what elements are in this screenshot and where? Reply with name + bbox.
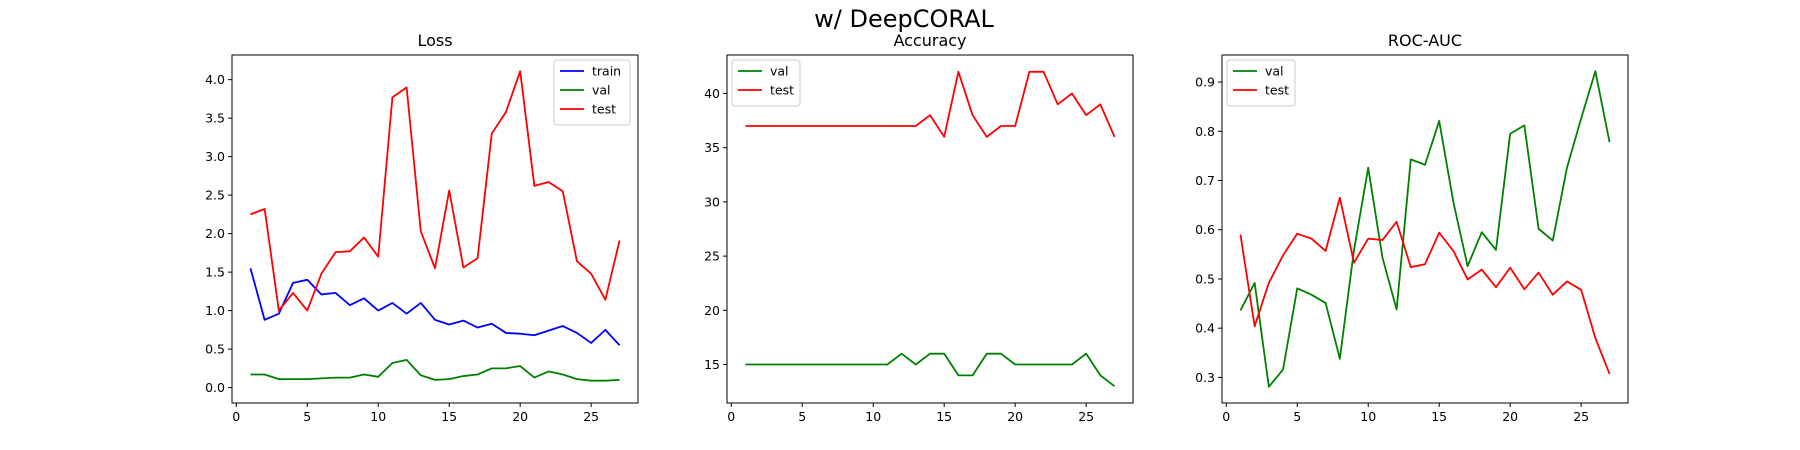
y-tick-label: 0.7 bbox=[1195, 173, 1215, 188]
legend-label-train: train bbox=[592, 64, 621, 79]
x-tick-label: 5 bbox=[303, 409, 311, 424]
series-line-test bbox=[1239, 196, 1611, 375]
series-line-val bbox=[745, 352, 1116, 387]
y-tick-label: 4.0 bbox=[205, 72, 225, 87]
x-tick-label: 25 bbox=[1573, 409, 1589, 424]
legend: train val test bbox=[553, 59, 631, 126]
x-tick-label: 25 bbox=[1078, 409, 1094, 424]
legend-label-test: test bbox=[1265, 83, 1289, 98]
series-line-test bbox=[250, 70, 621, 312]
x-tick-label: 25 bbox=[583, 409, 599, 424]
legend: val test bbox=[731, 59, 801, 107]
chart-title: ROC-AUC bbox=[1388, 31, 1462, 50]
y-tick-label: 1.5 bbox=[205, 265, 225, 280]
y-tick-label: 2.0 bbox=[205, 226, 225, 241]
x-tick-label: 15 bbox=[441, 409, 457, 424]
x-tick-label: 20 bbox=[512, 409, 528, 424]
y-tick-label: 20 bbox=[704, 303, 720, 318]
y-tick-label: 35 bbox=[704, 140, 720, 155]
y-tick-label: 30 bbox=[704, 194, 720, 209]
legend-label-val: val bbox=[770, 64, 789, 79]
legend-label-val: val bbox=[592, 83, 611, 98]
x-tick-label: 0 bbox=[727, 409, 735, 424]
y-tick-label: 0.0 bbox=[205, 380, 225, 395]
x-tick-label: 5 bbox=[1293, 409, 1301, 424]
y-tick-label: 0.4 bbox=[1195, 321, 1215, 336]
y-tick-label: 1.0 bbox=[205, 303, 225, 318]
chart-title: Accuracy bbox=[893, 31, 966, 50]
series-line-test bbox=[745, 70, 1116, 138]
y-tick-label: 2.5 bbox=[205, 188, 225, 203]
plot-frame bbox=[1221, 54, 1629, 404]
y-tick-label: 15 bbox=[704, 357, 720, 372]
x-tick-label: 5 bbox=[798, 409, 806, 424]
x-tick-label: 10 bbox=[370, 409, 386, 424]
y-tick-label: 0.5 bbox=[205, 342, 225, 357]
x-tick-label: 15 bbox=[936, 409, 952, 424]
legend-label-test: test bbox=[770, 83, 794, 98]
legend-label-val: val bbox=[1265, 64, 1284, 79]
y-tick-label: 25 bbox=[704, 249, 720, 264]
y-tick-label: 0.5 bbox=[1195, 271, 1215, 286]
y-tick-label: 3.0 bbox=[205, 149, 225, 164]
series-line-val bbox=[250, 358, 620, 382]
x-tick-label: 15 bbox=[1431, 409, 1447, 424]
legend-label-test: test bbox=[592, 102, 616, 117]
figure-suptitle: w/ DeepCORAL bbox=[814, 5, 994, 33]
y-tick-label: 0.9 bbox=[1195, 75, 1215, 90]
x-tick-label: 10 bbox=[1360, 409, 1376, 424]
series-line-val bbox=[1239, 70, 1611, 388]
x-tick-label: 20 bbox=[1007, 409, 1023, 424]
y-tick-label: 0.8 bbox=[1195, 124, 1215, 139]
chart-panel-2: ROC-AUC 0 5 10 15 20 25 0.3 0.4 0.5 0.6 0.7 0.8 0.9 va… bbox=[1195, 31, 1629, 424]
chart-title: Loss bbox=[417, 31, 452, 50]
plot-frame bbox=[726, 54, 1134, 404]
legend: val test bbox=[1226, 59, 1296, 107]
x-tick-label: 10 bbox=[865, 409, 881, 424]
chart-panel-0: Loss 0 5 10 15 20 25 0.0 0.5 1.0 1.5 2.0 2.5 3.0 3.5 4.… bbox=[205, 31, 639, 424]
x-tick-label: 0 bbox=[232, 409, 240, 424]
x-tick-label: 20 bbox=[1502, 409, 1518, 424]
y-tick-label: 40 bbox=[704, 86, 720, 101]
y-tick-label: 0.3 bbox=[1195, 370, 1215, 385]
x-tick-label: 0 bbox=[1222, 409, 1230, 424]
chart-panel-1: Accuracy 0 5 10 15 20 25 15 20 25 30 35 40 val test bbox=[704, 31, 1134, 424]
y-tick-label: 3.5 bbox=[205, 111, 225, 126]
series-line-train bbox=[249, 268, 621, 346]
plot-frame bbox=[231, 54, 639, 404]
y-tick-label: 0.6 bbox=[1195, 222, 1215, 237]
